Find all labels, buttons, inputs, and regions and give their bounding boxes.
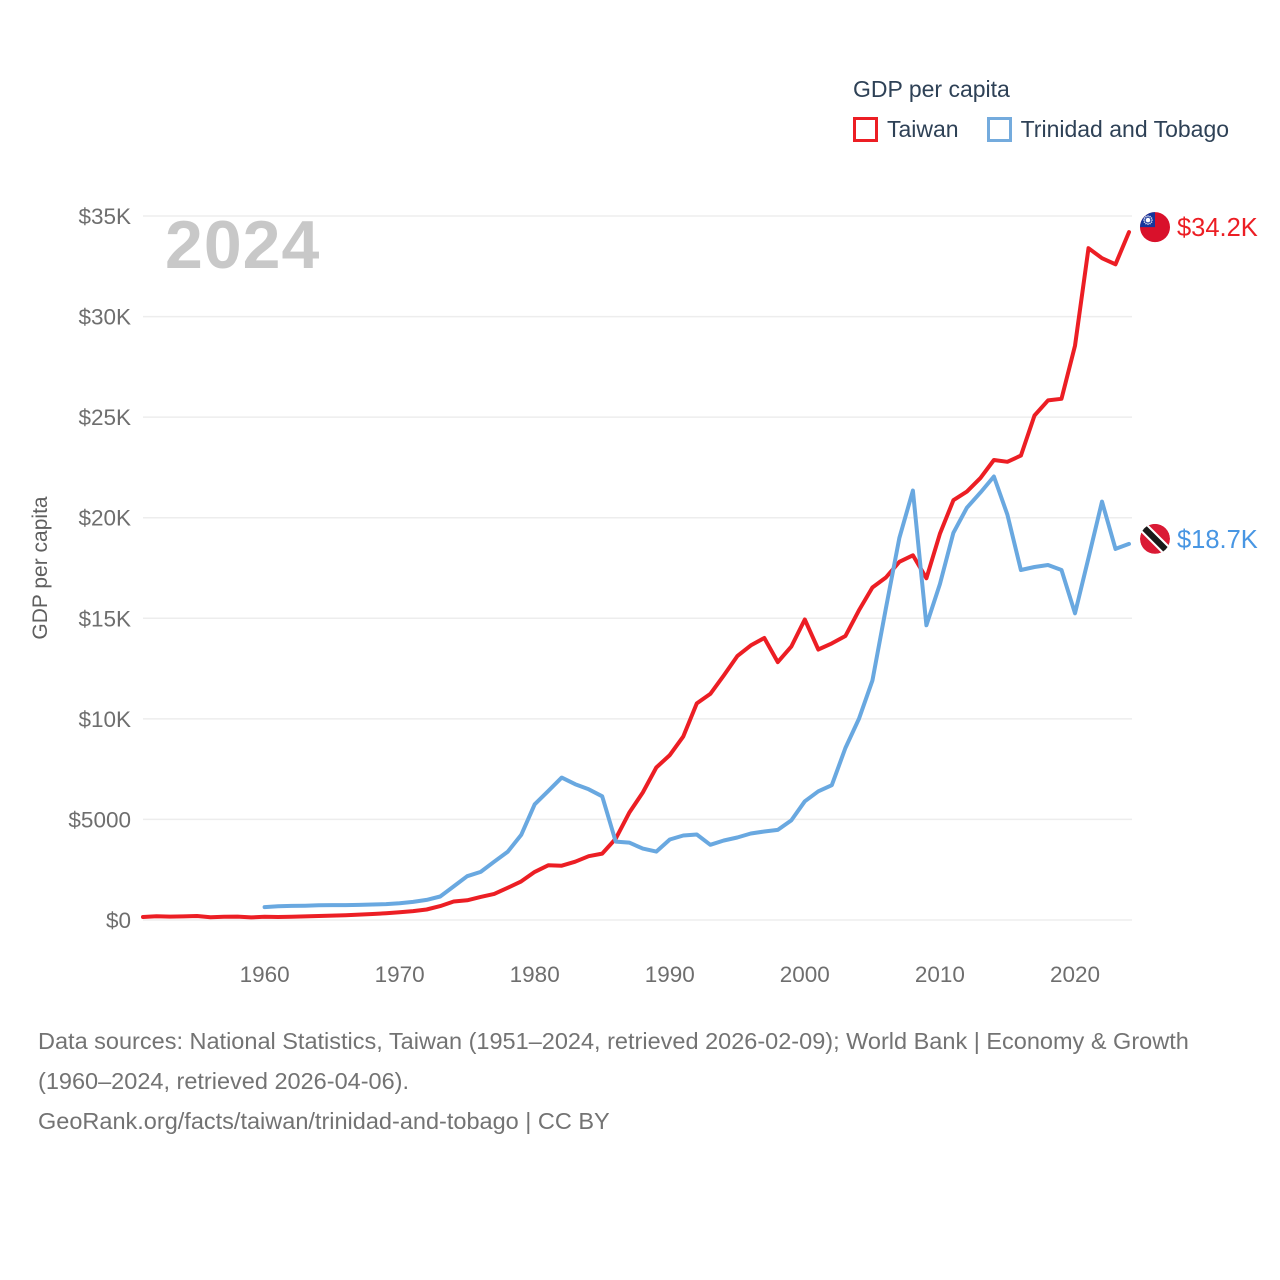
taiwan-flag-icon <box>1140 212 1170 243</box>
y-tick-label: $0 <box>106 908 131 933</box>
trinidad-and-tobago-flag-icon <box>1140 523 1170 554</box>
y-tick-label: $30K <box>78 305 131 330</box>
legend-item-taiwan-label: Taiwan <box>887 116 959 142</box>
taiwan-series-swatch <box>853 117 878 142</box>
y-tick-label: $20K <box>78 506 131 531</box>
trinidad-and-tobago-end-value-label: $18.7K <box>1177 526 1258 554</box>
legend-item-trinidad-and-tobago-label: Trinidad and Tobago <box>1020 116 1230 142</box>
chart-footer: Data sources: National Statistics, Taiwa… <box>38 1021 1223 1141</box>
y-tick-label: $5000 <box>68 807 131 832</box>
x-tick-label: 1960 <box>240 962 290 987</box>
y-tick-label: $25K <box>78 405 131 430</box>
y-axis-title: GDP per capita <box>29 496 52 640</box>
y-tick-label: $10K <box>78 707 131 732</box>
x-tick-label: 1980 <box>510 962 560 987</box>
chart-legend: GDP per capita Taiwan Trinidad and Tobag… <box>853 76 1229 143</box>
year-watermark: 2024 <box>165 207 321 283</box>
x-tick-label: 2010 <box>915 962 965 987</box>
data-sources-text: Data sources: National Statistics, Taiwa… <box>38 1028 1189 1094</box>
gdp-line-chart: $0 $5000 $10K $15K $20K $25K $30K $35K 1960 1970 1… <box>29 204 1258 987</box>
y-tick-label: $15K <box>78 606 131 631</box>
attribution-text: GeoRank.org/facts/taiwan/trinidad-and-to… <box>38 1108 610 1134</box>
x-tick-label: 1970 <box>375 962 425 987</box>
y-tick-label: $35K <box>78 204 131 229</box>
x-tick-label: 2020 <box>1050 962 1100 987</box>
legend-item-trinidad-and-tobago[interactable]: Trinidad and Tobago <box>986 116 1230 143</box>
legend-title: GDP per capita <box>853 76 1010 102</box>
legend-items: Taiwan Trinidad and Tobago <box>853 116 1229 143</box>
legend-item-taiwan[interactable]: Taiwan <box>853 116 959 143</box>
series-line-taiwan <box>141 230 1131 920</box>
taiwan-end-value-label: $34.2K <box>1177 214 1258 242</box>
x-tick-label: 2000 <box>780 962 830 987</box>
series-line-trinidad-and-tobago <box>262 474 1131 910</box>
trinidad-and-tobago-series-swatch <box>986 117 1012 142</box>
x-tick-label: 1990 <box>645 962 695 987</box>
